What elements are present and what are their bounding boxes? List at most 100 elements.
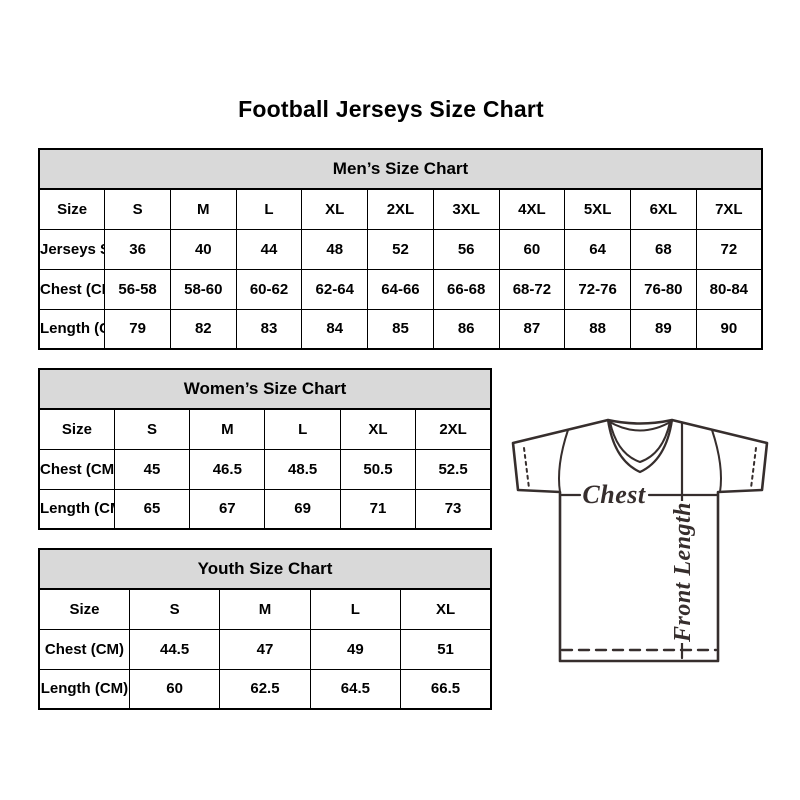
table-row: Chest (CM) 44.5 47 49 51 [38,628,492,670]
front-length-label-backing [668,501,696,643]
data-cell: 64.5 [309,668,402,710]
data-cell: S [128,588,221,630]
data-cell: 80-84 [695,268,763,310]
data-cell: 46.5 [189,448,266,490]
data-cell: S [104,188,171,230]
data-cell: M [169,188,237,230]
data-cell: 3XL [432,188,500,230]
table-header-row: Women’s Size Chart [38,368,492,410]
right-cuff-dashed-line [750,447,757,489]
data-cell: 56 [432,228,500,270]
row-header-cell: Length (CM) [38,308,106,350]
collar-inner-v [609,421,671,463]
row-header-cell: Chest (CM) [38,448,115,490]
data-cell: L [309,588,402,630]
data-cell: 82 [169,308,237,350]
row-header-cell: Size [38,188,106,230]
table-row: Size S M L XL [38,588,492,630]
data-cell: 79 [104,308,171,350]
data-cell: 72 [695,228,763,270]
table-row: Jerseys Size36404448525660646872 [38,228,763,270]
mens-size-table: Men’s Size Chart Size S M L XL 2XL 3XL 4XL 5XL 6X… [38,148,763,350]
data-cell: 45 [113,448,191,490]
data-cell: 66-68 [432,268,500,310]
data-cell: 56-58 [104,268,171,310]
data-cell: 40 [169,228,237,270]
table-header-womens: Women’s Size Chart [38,368,492,410]
collar-arc [607,420,673,432]
data-cell: 44 [235,228,303,270]
data-cell: 66.5 [400,668,492,710]
row-header-cell: Size [38,408,115,450]
data-cell: 84 [301,308,369,350]
data-cell: 52.5 [415,448,492,490]
data-cell: L [235,188,303,230]
data-cell: 60 [498,228,566,270]
womens-size-table-body: Women’s Size Chart Size S M L XL 2XL Chest (CM… [38,368,492,530]
jersey-measurement-diagram: Chest Front Length [500,396,780,688]
data-cell: 60-62 [235,268,303,310]
table-header-mens: Men’s Size Chart [38,148,763,190]
right-armhole-seam [711,429,722,493]
data-cell: 64-66 [367,268,434,310]
table-row: Size S M L XL 2XL [38,408,492,450]
data-cell: 65 [113,488,191,530]
table-row: Chest (CM) 45 46.5 48.5 50.5 52.5 [38,448,492,490]
youth-size-table: Youth Size Chart Size S M L XL Chest (CM) 44.5… [38,548,492,710]
table-header-youth: Youth Size Chart [38,548,492,590]
data-cell: 85 [367,308,434,350]
table-row: Chest (CM)56-5858-6060-6262-6464-6666-68… [38,268,763,310]
data-cell: 76-80 [629,268,697,310]
data-cell: 2XL [367,188,434,230]
data-cell: 89 [629,308,697,350]
data-cell: 47 [219,628,311,670]
data-cell: 7XL [695,188,763,230]
data-cell: 64 [564,228,631,270]
left-cuff-dashed-line [523,447,530,489]
jersey-outline [511,418,769,663]
data-cell: 6XL [629,188,697,230]
data-cell: 51 [400,628,492,670]
mens-size-table-body: Men’s Size Chart Size S M L XL 2XL 3XL 4XL 5XL 6X… [38,148,763,350]
data-cell: 5XL [564,188,631,230]
row-header-cell: Length (CM) [38,488,115,530]
data-cell: 68 [629,228,697,270]
data-cell: 90 [695,308,763,350]
left-armhole-seam [558,429,569,493]
data-cell: 52 [367,228,434,270]
row-header-cell: Chest (CM) [38,268,106,310]
data-cell: 67 [189,488,266,530]
collar-outer-v [606,418,674,474]
data-cell: 2XL [415,408,492,450]
data-cell: 71 [339,488,417,530]
data-cell: 36 [104,228,171,270]
data-cell: XL [301,188,369,230]
data-cell: 62.5 [219,668,311,710]
table-header-row: Men’s Size Chart [38,148,763,190]
data-cell: M [219,588,311,630]
youth-size-table-body: Youth Size Chart Size S M L XL Chest (CM) 44.5… [38,548,492,710]
table-row: Size S M L XL 2XL 3XL 4XL 5XL 6XL 7XL [38,188,763,230]
data-cell: 86 [432,308,500,350]
data-cell: XL [339,408,417,450]
data-cell: 48 [301,228,369,270]
data-cell: L [264,408,341,450]
womens-size-table: Women’s Size Chart Size S M L XL 2XL Chest (CM… [38,368,492,530]
data-cell: 73 [415,488,492,530]
data-cell: 69 [264,488,341,530]
row-header-cell: Length (CM) [38,668,130,710]
row-header-cell: Jerseys Size [38,228,106,270]
data-cell: 50.5 [339,448,417,490]
data-cell: 88 [564,308,631,350]
data-cell: 44.5 [128,628,221,670]
page-title: Football Jerseys Size Chart [238,96,544,122]
data-cell: 68-72 [498,268,566,310]
data-cell: 72-76 [564,268,631,310]
row-header-cell: Chest (CM) [38,628,130,670]
data-cell: 58-60 [169,268,237,310]
table-row: Length (CM) 60 62.5 64.5 66.5 [38,668,492,710]
row-header-cell: Size [38,588,130,630]
front-length-label: Front Length [670,502,696,643]
